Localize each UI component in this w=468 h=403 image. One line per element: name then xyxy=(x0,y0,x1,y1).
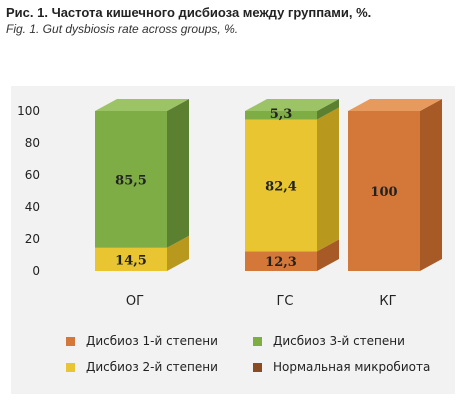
category-label: ГС xyxy=(276,294,293,309)
bar-segment xyxy=(348,111,420,271)
data-label: 85,5 xyxy=(115,173,147,188)
data-label: 100 xyxy=(370,185,397,200)
data-label: 5,3 xyxy=(270,107,293,122)
bar-side-face xyxy=(317,107,339,252)
legend-swatch-grade1 xyxy=(66,337,75,346)
bar-segment xyxy=(245,251,317,271)
y-tick-label: 40 xyxy=(25,200,40,214)
legend-label-grade2: Дисбиоз 2-й степени xyxy=(86,360,218,374)
bar-segment xyxy=(245,111,317,120)
chart-title-en: Fig. 1. Gut dysbiosis rate across groups… xyxy=(6,22,239,36)
legend-label-grade3: Дисбиоз 3-й степени xyxy=(273,334,405,348)
legend-label-grade1: Дисбиоз 1-й степени xyxy=(86,334,218,348)
y-tick-label: 60 xyxy=(25,168,40,182)
data-label: 14,5 xyxy=(115,253,147,268)
bar-side-face xyxy=(167,235,189,271)
y-tick-label: 80 xyxy=(25,136,40,150)
legend-swatch-normal xyxy=(253,363,262,372)
legend-label-normal: Нормальная микробиота xyxy=(273,360,431,374)
bar-side-face xyxy=(317,99,339,120)
bar-segment xyxy=(95,247,167,271)
data-label: 82,4 xyxy=(265,179,297,194)
y-tick-label: 100 xyxy=(17,104,40,118)
category-label: ОГ xyxy=(126,294,144,309)
chart-title-ru: Рис. 1. Частота кишечного дисбиоза между… xyxy=(6,5,372,20)
bar-top-face xyxy=(348,99,442,111)
bar-side-face xyxy=(317,239,339,271)
bar-side-face xyxy=(420,99,442,271)
bar-segment xyxy=(95,111,167,248)
legend-swatch-grade3 xyxy=(253,337,262,346)
category-label: КГ xyxy=(379,294,396,309)
bar-top-face xyxy=(245,99,339,111)
y-tick-label: 20 xyxy=(25,232,40,246)
legend-swatch-grade2 xyxy=(66,363,75,372)
bar-side-face xyxy=(167,99,189,248)
data-label: 12,3 xyxy=(265,255,297,270)
bar-top-face xyxy=(95,99,189,111)
y-tick-label: 0 xyxy=(32,264,40,278)
bar-segment xyxy=(245,119,317,252)
